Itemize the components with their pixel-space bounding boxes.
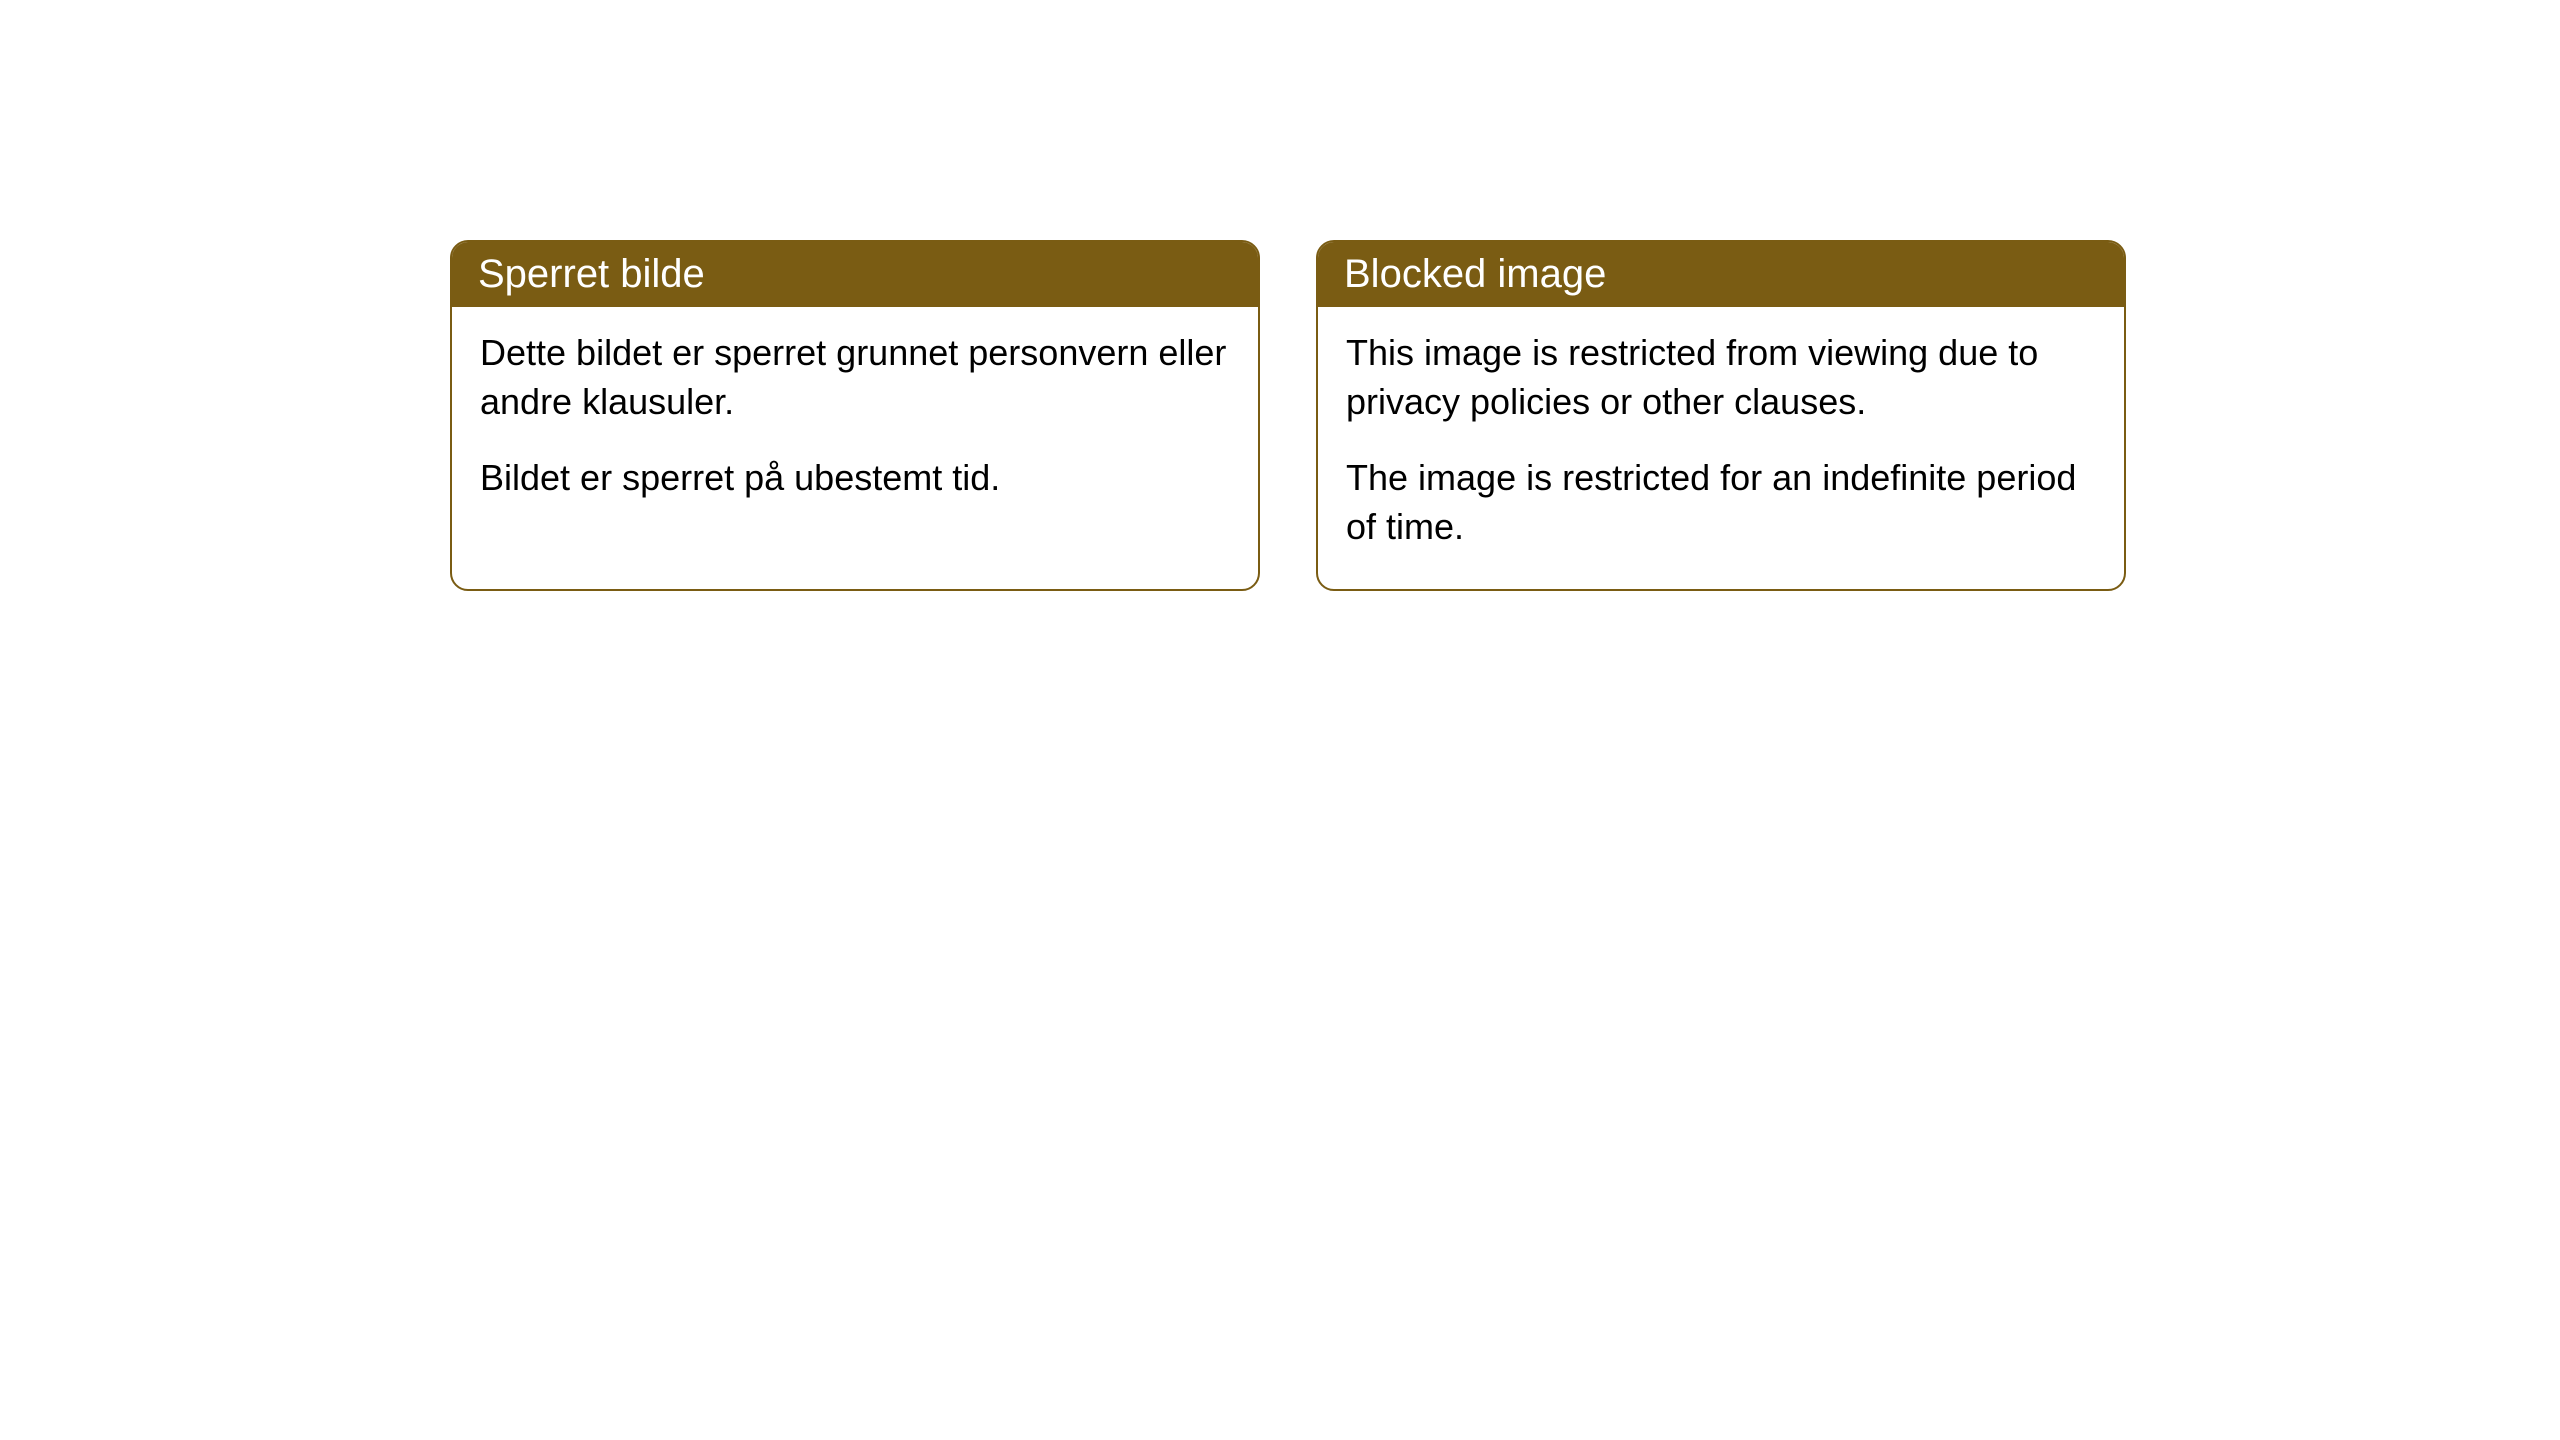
card-title: Blocked image — [1344, 252, 1606, 296]
notice-card-english: Blocked image This image is restricted f… — [1316, 240, 2126, 591]
card-paragraph: This image is restricted from viewing du… — [1346, 329, 2096, 426]
card-paragraph: The image is restricted for an indefinit… — [1346, 454, 2096, 551]
card-paragraph: Bildet er sperret på ubestemt tid. — [480, 454, 1230, 503]
notice-card-norwegian: Sperret bilde Dette bildet er sperret gr… — [450, 240, 1260, 591]
card-paragraph: Dette bildet er sperret grunnet personve… — [480, 329, 1230, 426]
notice-cards-container: Sperret bilde Dette bildet er sperret gr… — [450, 240, 2126, 591]
card-header: Blocked image — [1318, 242, 2124, 307]
card-title: Sperret bilde — [478, 252, 705, 296]
card-body: Dette bildet er sperret grunnet personve… — [452, 307, 1258, 541]
card-header: Sperret bilde — [452, 242, 1258, 307]
card-body: This image is restricted from viewing du… — [1318, 307, 2124, 589]
